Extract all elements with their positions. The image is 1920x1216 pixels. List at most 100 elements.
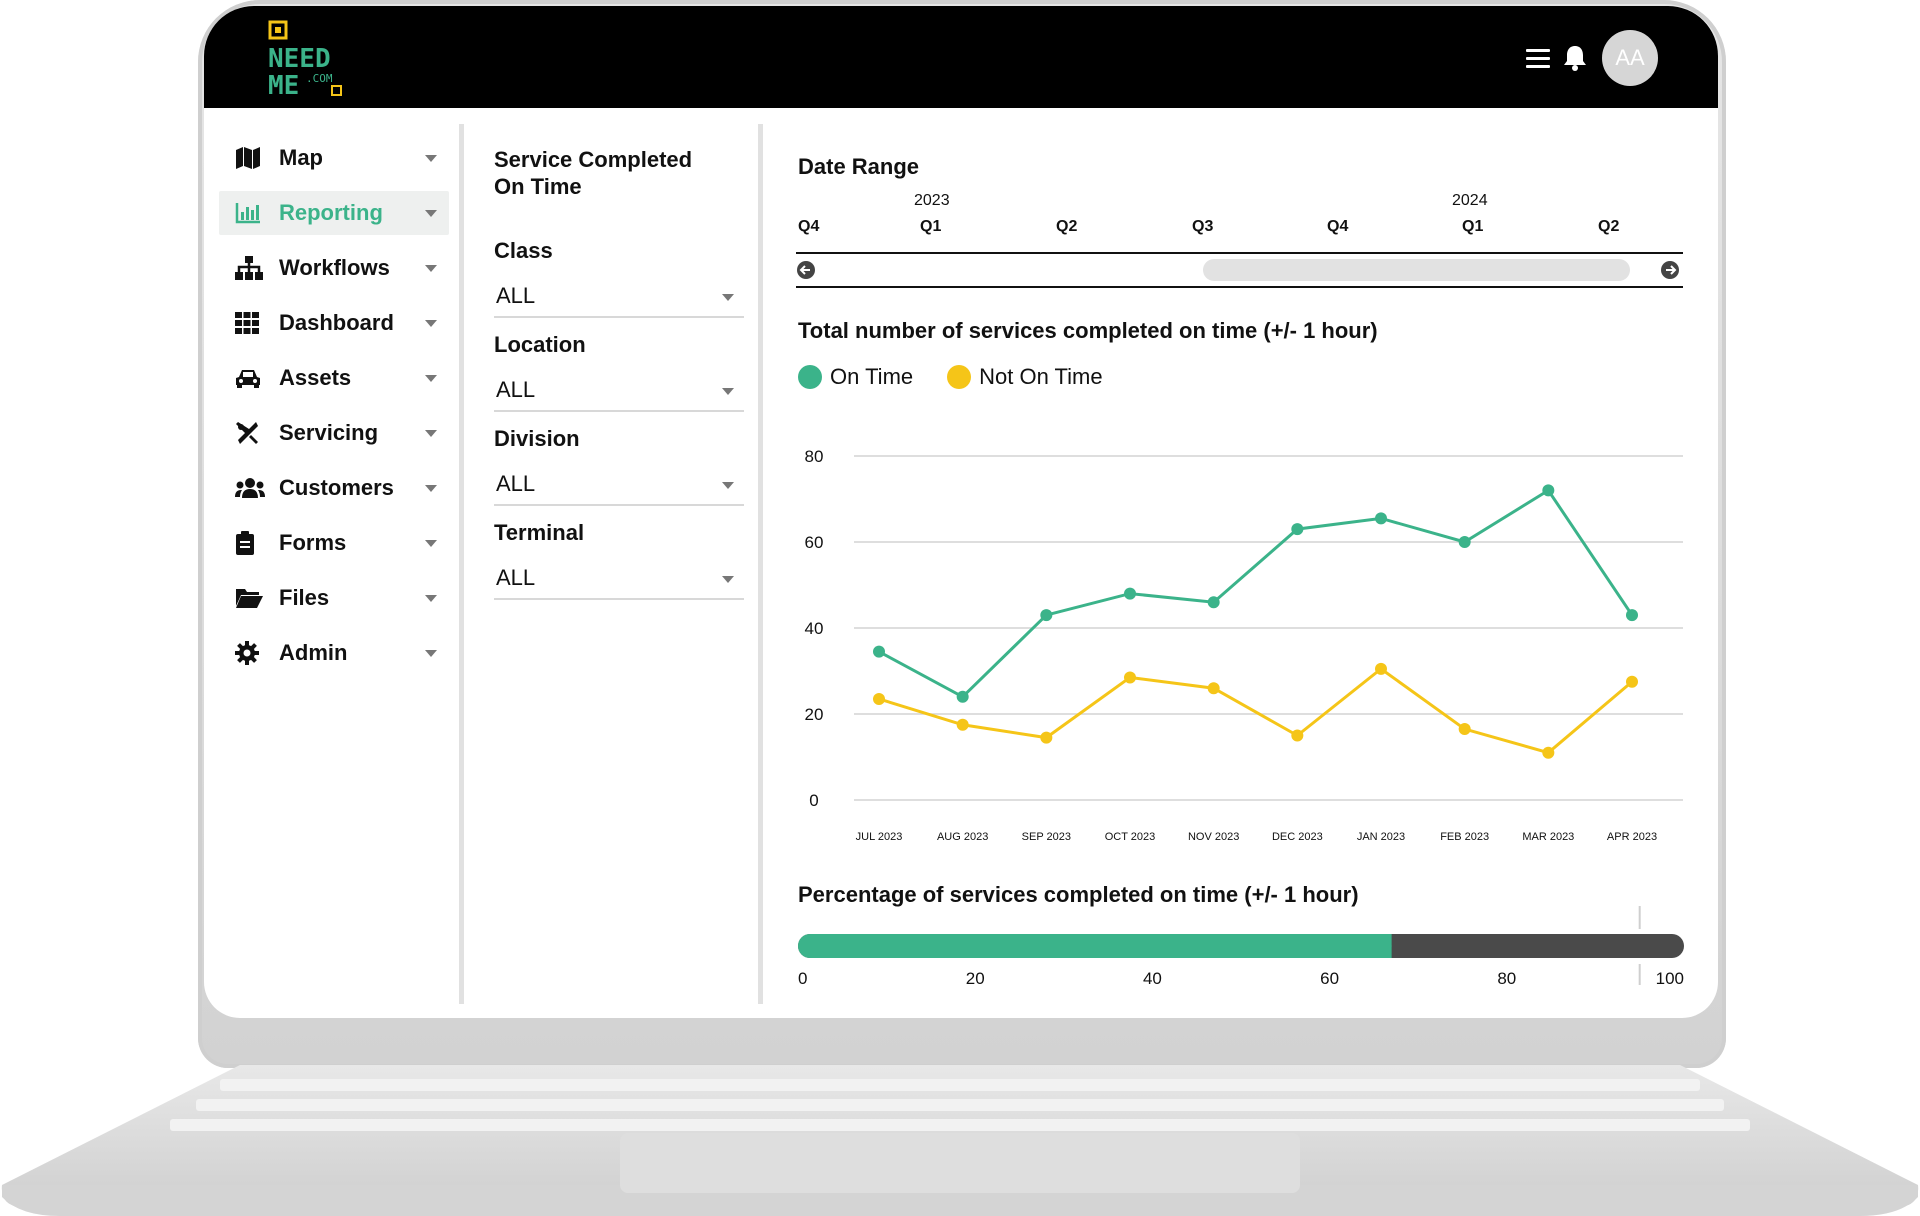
data-point[interactable] <box>1207 596 1220 609</box>
menu-icon[interactable] <box>1526 49 1550 69</box>
bar-chart-icon <box>235 201 265 225</box>
class-select[interactable]: ALL <box>494 274 744 318</box>
data-point[interactable] <box>1375 662 1387 675</box>
sitemap-icon <box>235 256 265 280</box>
data-point[interactable] <box>873 692 885 705</box>
x-tick-label: OCT 2023 <box>1105 831 1156 843</box>
data-point[interactable] <box>1458 536 1471 548</box>
sidebar-item-reporting[interactable]: Reporting <box>219 191 449 235</box>
terminal-select[interactable]: ALL <box>494 556 744 600</box>
data-point[interactable] <box>873 645 885 658</box>
sidebar-item-forms[interactable]: Forms <box>219 521 449 565</box>
chevron-down-icon <box>425 320 437 327</box>
grid-icon <box>235 311 265 335</box>
sidebar-item-files[interactable]: Files <box>219 576 449 620</box>
clipboard-icon <box>235 531 265 555</box>
chevron-down-icon <box>722 388 734 395</box>
sidebar-item-assets[interactable]: Assets <box>219 356 449 400</box>
quarter-label[interactable]: Q1 <box>920 218 942 235</box>
division-label: Division <box>494 426 580 451</box>
sidebar-item-label: Forms <box>279 530 347 555</box>
x-tick-label: JAN 2023 <box>1357 831 1405 843</box>
terminal-select-value: ALL <box>496 565 536 590</box>
data-point[interactable] <box>1291 523 1304 536</box>
x-tick-label: AUG 2023 <box>937 831 988 843</box>
logo-text-need: NEED <box>268 44 331 74</box>
sidebar-item-label: Files <box>279 585 330 610</box>
sidebar-item-label: Customers <box>279 475 394 500</box>
year-label-2024: 2024 <box>1452 192 1488 209</box>
data-point[interactable] <box>1458 723 1471 736</box>
sidebar-item-label: Servicing <box>279 420 379 445</box>
data-point[interactable] <box>1207 682 1220 695</box>
filters-divider <box>758 124 763 1004</box>
chevron-down-icon <box>425 155 437 162</box>
top-bar: NEED ME .COM AA <box>204 6 1718 108</box>
x-tick-label: 0 <box>798 969 807 988</box>
chevron-down-icon <box>425 375 437 382</box>
sidebar-item-servicing[interactable]: Servicing <box>219 411 449 455</box>
x-tick-label: SEP 2023 <box>1022 831 1071 843</box>
data-point[interactable] <box>1626 675 1638 688</box>
data-point[interactable] <box>1124 671 1136 684</box>
map-icon <box>235 146 265 170</box>
location-select[interactable]: ALL <box>494 368 744 412</box>
progress-fill <box>798 934 1392 958</box>
y-tick-label: 20 <box>805 705 824 724</box>
x-tick-label: MAR 2023 <box>1522 831 1574 843</box>
data-point[interactable] <box>1375 512 1387 525</box>
legend-item-not-on-time[interactable]: Not On Time <box>947 364 1103 390</box>
series-line <box>878 488 1634 699</box>
division-select[interactable]: ALL <box>494 462 744 506</box>
quarter-label[interactable]: Q4 <box>798 218 820 235</box>
y-tick-label: 0 <box>809 791 818 810</box>
series-line <box>878 666 1633 755</box>
quarter-label[interactable]: Q2 <box>1056 218 1078 235</box>
chevron-down-icon <box>425 210 437 217</box>
quarter-label[interactable]: Q2 <box>1598 218 1620 235</box>
sidebar-item-map[interactable]: Map <box>219 136 449 180</box>
sidebar-item-admin[interactable]: Admin <box>219 631 449 675</box>
x-tick-label: 60 <box>1320 969 1339 988</box>
class-label: Class <box>494 238 553 263</box>
data-point[interactable] <box>1124 587 1136 600</box>
legend-dot-icon <box>798 365 822 389</box>
legend-label: On Time <box>830 364 914 389</box>
data-point[interactable] <box>1542 484 1555 497</box>
chevron-down-icon <box>425 650 437 657</box>
arrow-right-icon[interactable] <box>1661 261 1679 279</box>
x-tick-label: NOV 2023 <box>1188 831 1239 843</box>
needme-logo[interactable]: NEED ME .COM <box>264 20 348 100</box>
data-point[interactable] <box>1291 729 1304 742</box>
quarter-label[interactable]: Q1 <box>1462 218 1484 235</box>
data-point[interactable] <box>1040 609 1053 622</box>
location-label: Location <box>494 332 586 357</box>
sidebar-item-customers[interactable]: Customers <box>219 466 449 510</box>
data-point[interactable] <box>1040 731 1053 744</box>
data-point[interactable] <box>1542 746 1555 759</box>
year-label-2023: 2023 <box>914 192 950 209</box>
legend-item-on-time[interactable]: On Time <box>798 364 913 390</box>
users-icon <box>235 476 265 500</box>
gear-icon <box>235 641 265 665</box>
date-range-slider[interactable] <box>792 244 1692 294</box>
sidebar-item-workflows[interactable]: Workflows <box>219 246 449 290</box>
data-point[interactable] <box>956 690 969 703</box>
sidebar-item-label: Workflows <box>279 255 390 280</box>
arrow-left-icon[interactable] <box>797 261 815 279</box>
data-point[interactable] <box>956 718 969 731</box>
date-range-selection-handle[interactable] <box>1203 259 1630 281</box>
data-point[interactable] <box>1626 609 1638 622</box>
sidebar-item-dashboard[interactable]: Dashboard <box>219 301 449 345</box>
avatar[interactable]: AA <box>1602 30 1658 86</box>
y-tick-label: 40 <box>805 619 824 638</box>
chevron-down-icon <box>425 485 437 492</box>
chart-legend: On Time Not On Time <box>798 364 1137 390</box>
bell-icon[interactable] <box>1562 44 1588 72</box>
y-tick-label: 80 <box>805 447 824 466</box>
main-panel: Date Range 2023 2024 Q4 Q1 Q2 Q3 Q4 Q1 Q… <box>792 6 1692 1018</box>
progress-chart-title: Percentage of services completed on time… <box>798 882 1359 907</box>
quarter-label[interactable]: Q3 <box>1192 218 1214 235</box>
quarter-label[interactable]: Q4 <box>1327 218 1349 235</box>
legend-label: Not On Time <box>979 364 1103 389</box>
